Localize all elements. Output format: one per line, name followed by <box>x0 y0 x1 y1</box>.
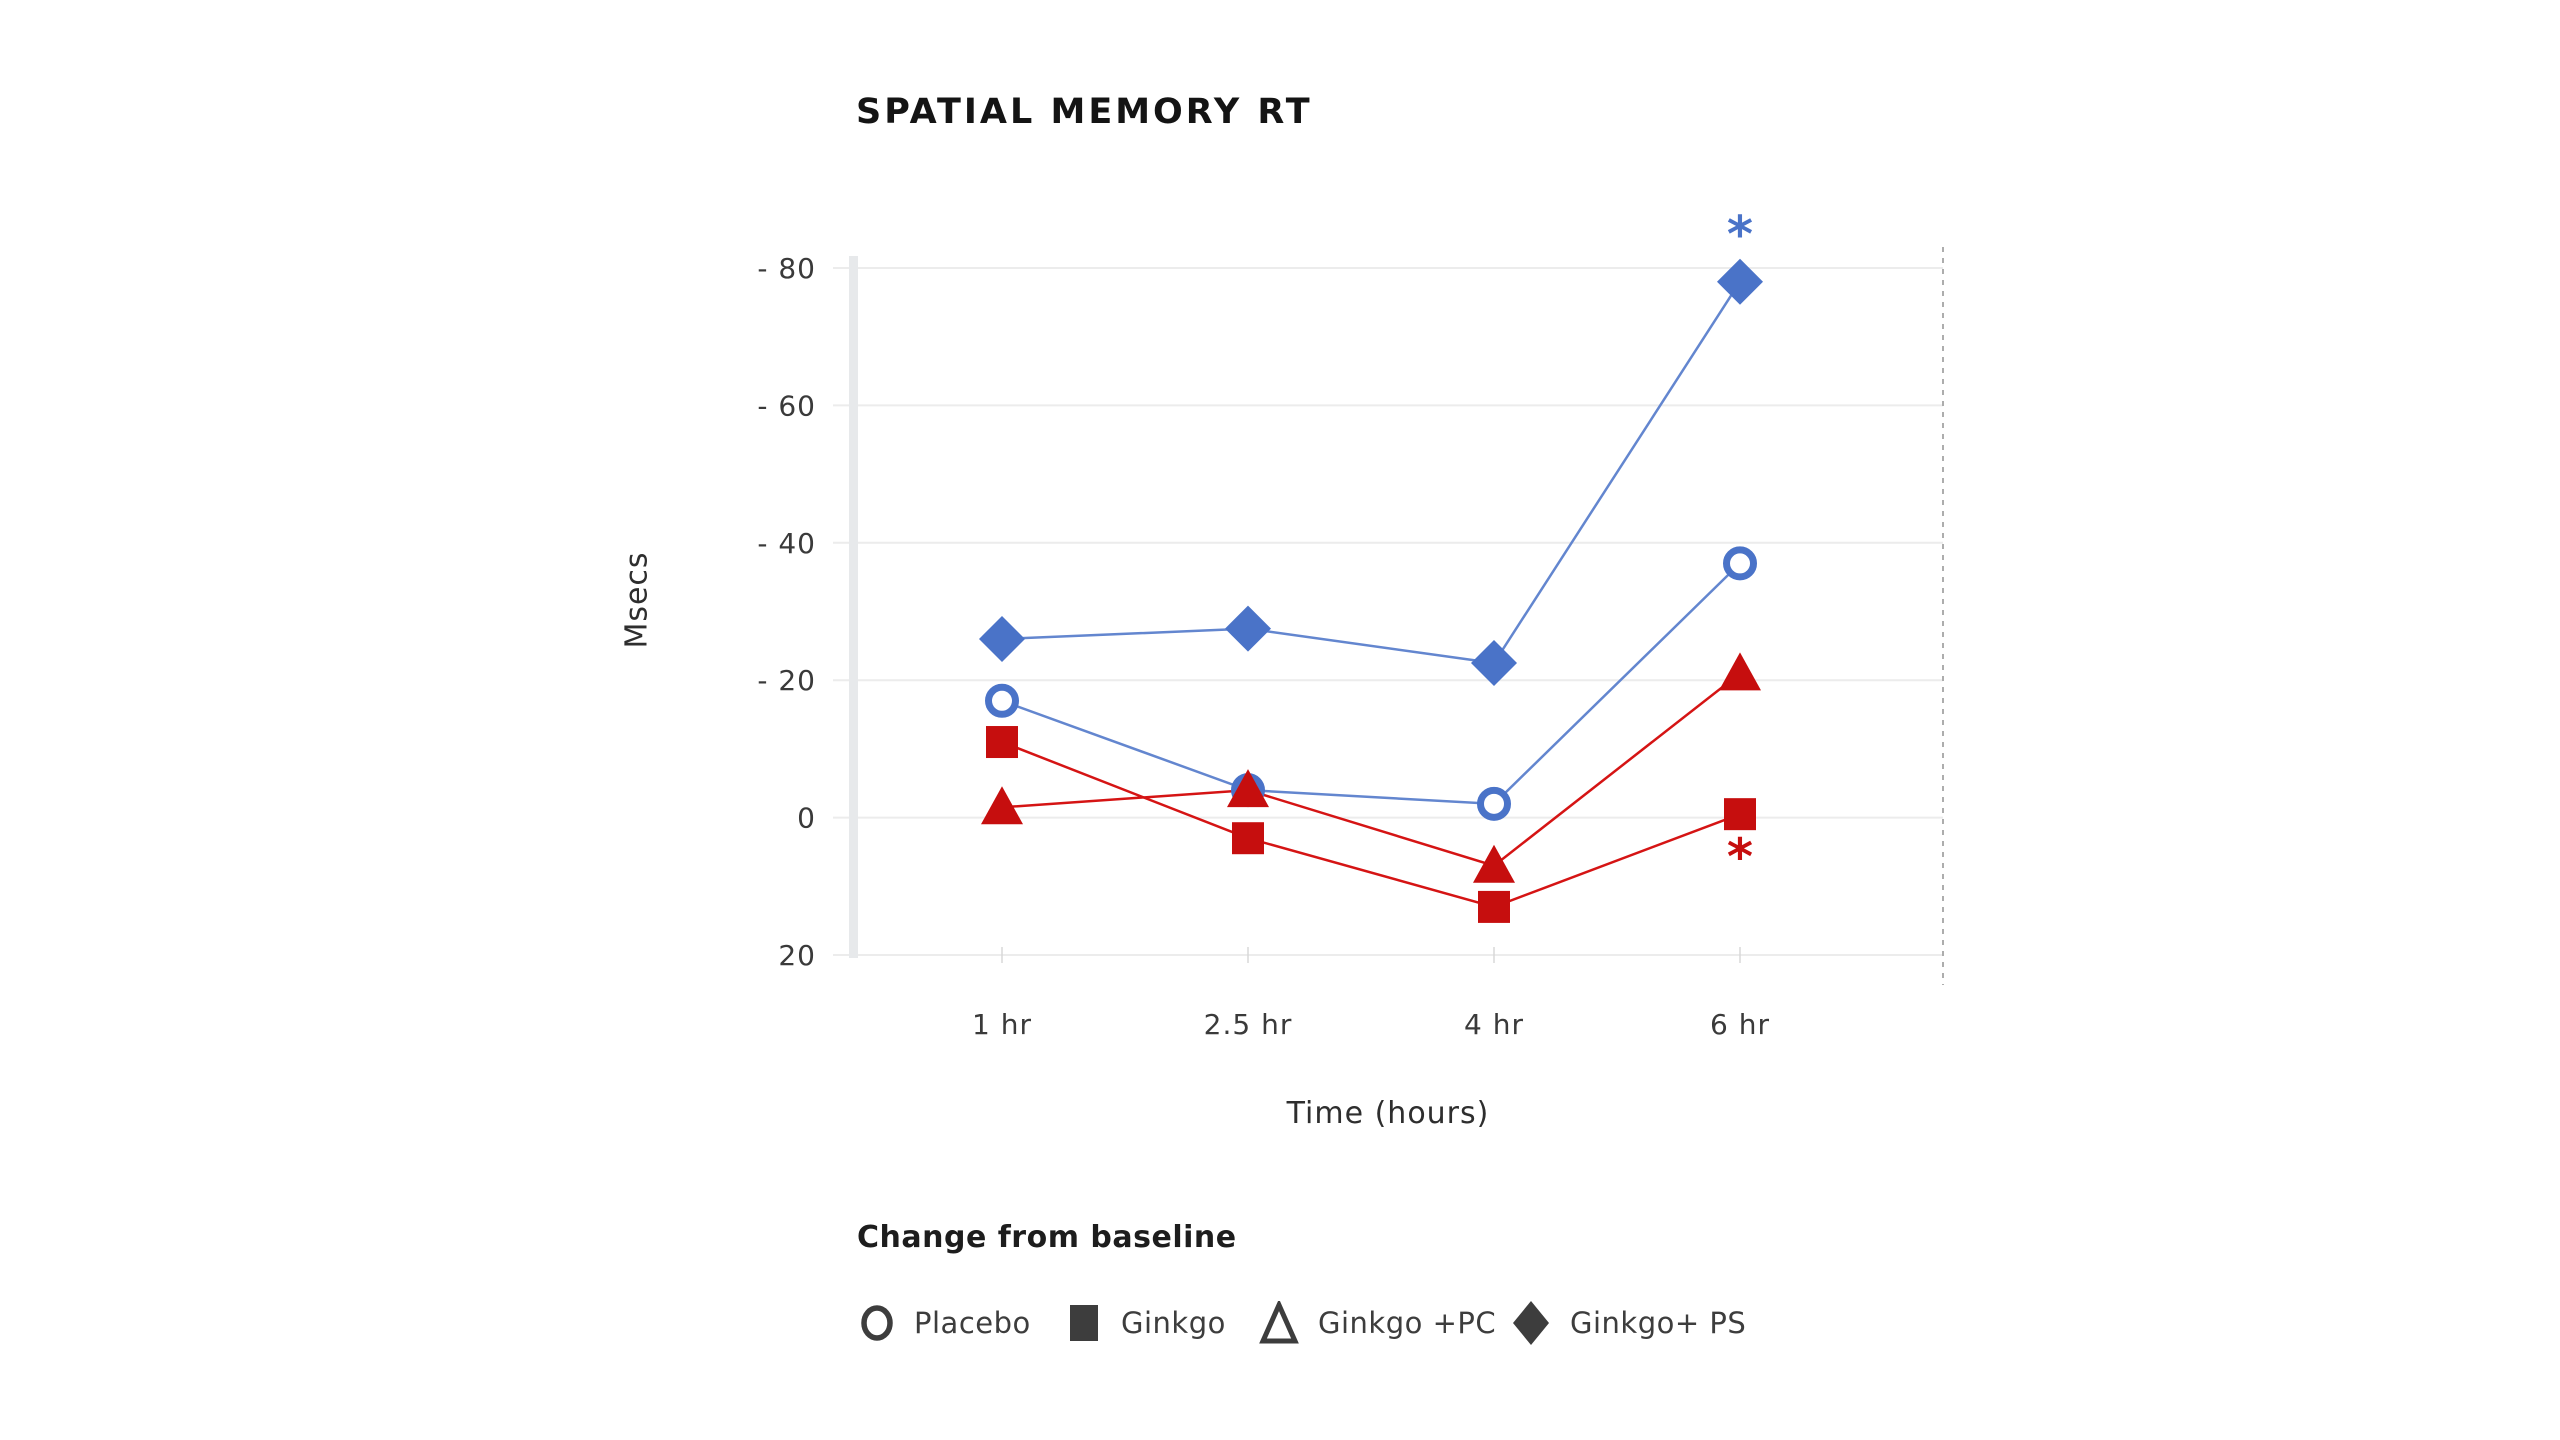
legend-item-placebo: Placebo <box>857 1295 1031 1351</box>
data-point-ginkgo-ps-0 <box>979 615 1025 662</box>
y-tick-label: - 20 <box>757 664 816 697</box>
chart-title: SPATIAL MEMORY RT <box>856 92 1313 132</box>
data-point-ginkgo-pc-0 <box>981 786 1023 825</box>
data-point-ginkgo-3 <box>1724 798 1756 831</box>
legend-item-ginkgo: Ginkgo <box>1064 1295 1226 1351</box>
data-point-ginkgo-pc-1 <box>1227 769 1269 808</box>
series-line-ginkgo-ps <box>1001 281 1742 665</box>
data-point-ginkgo-2 <box>1478 890 1510 923</box>
data-point-ginkgo-1 <box>1232 822 1264 855</box>
significance-star: * <box>1727 828 1753 886</box>
series-line-placebo <box>1001 562 1741 806</box>
legend-item-label: Ginkgo+ PS <box>1570 1306 1747 1340</box>
y-axis-bar <box>849 256 858 958</box>
square-marker-icon <box>1070 1305 1098 1341</box>
legend-item-ginkgo-ps: Ginkgo+ PS <box>1509 1295 1746 1351</box>
significance-star: * <box>1727 206 1753 264</box>
triangle-marker-icon <box>1259 1301 1299 1344</box>
y-tick-label: - 40 <box>757 527 816 560</box>
legend-title: Change from baseline <box>857 1220 1237 1255</box>
y-tick-label: 20 <box>778 939 816 972</box>
legend-item-label: Ginkgo <box>1121 1306 1226 1340</box>
circle-marker-icon <box>861 1305 893 1341</box>
x-tick-label: 6 hr <box>1710 1008 1770 1041</box>
x-tick-label: 1 hr <box>972 1008 1032 1041</box>
legend-item-label: Ginkgo +PC <box>1318 1306 1497 1340</box>
data-point-placebo-3 <box>1723 546 1757 581</box>
y-tick-label: 0 <box>797 802 816 835</box>
y-tick-label: - 60 <box>757 389 816 422</box>
series-line-ginkgo-pc <box>1001 672 1741 868</box>
data-point-ginkgo-pc-2 <box>1473 844 1515 883</box>
data-point-ginkgo-pc-3 <box>1719 652 1761 691</box>
x-tick-label: 2.5 hr <box>1204 1008 1293 1041</box>
x-axis-title: Time (hours) <box>1286 1096 1490 1131</box>
series-line-ginkgo <box>1001 740 1741 909</box>
data-point-placebo-2 <box>1477 786 1511 821</box>
data-point-ginkgo-ps-2 <box>1471 640 1517 687</box>
legend-item-ginkgo-pc: Ginkgo +PC <box>1257 1295 1496 1351</box>
data-point-ginkgo-0 <box>986 726 1018 759</box>
data-point-placebo-0 <box>985 683 1019 718</box>
legend-item-label: Placebo <box>914 1306 1031 1340</box>
data-point-ginkgo-ps-1 <box>1225 605 1271 652</box>
diamond-marker-icon <box>1513 1301 1549 1345</box>
y-tick-label: - 80 <box>757 252 816 285</box>
data-point-ginkgo-ps-3 <box>1717 258 1763 305</box>
x-tick-label: 4 hr <box>1464 1008 1524 1041</box>
